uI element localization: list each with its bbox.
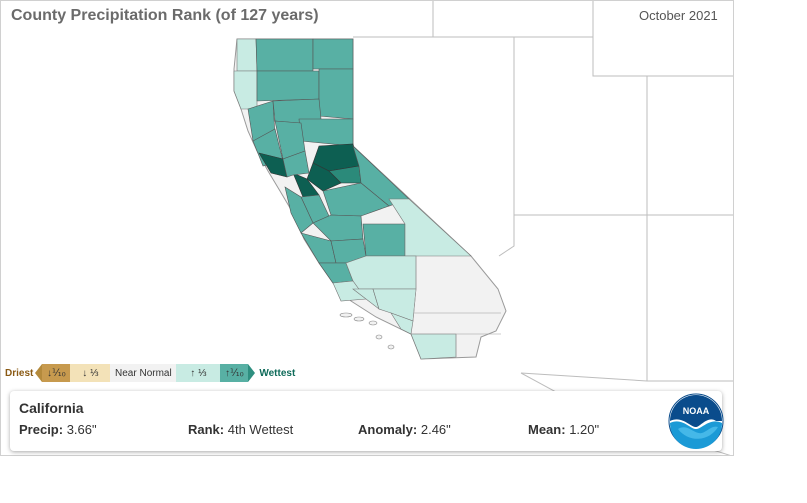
legend: Driest ↓⅒ ↓ ⅓ Near Normal ↑ ⅓ ↑⅒ Wettest xyxy=(5,363,295,383)
county-tuolumne[interactable] xyxy=(322,182,390,217)
noaa-logo-text: NOAA xyxy=(683,406,710,416)
period-label: October 2021 xyxy=(639,8,718,23)
anomaly-value: 2.46" xyxy=(420,422,451,437)
state-name: California xyxy=(19,400,84,416)
legend-above-third[interactable]: ↑ ⅓ xyxy=(176,364,221,382)
precip-label: Precip: xyxy=(19,422,64,437)
county-kern[interactable] xyxy=(345,255,417,290)
county-modoc[interactable] xyxy=(312,38,354,70)
anomaly-stat: Anomaly: 2.46" xyxy=(358,422,451,437)
legend-below-third[interactable]: ↓ ⅓ xyxy=(70,364,111,382)
southeast-county-lines xyxy=(411,256,501,357)
info-panel: California Precip: 3.66" Rank: 4th Wette… xyxy=(10,391,722,451)
legend-driest-label: Driest xyxy=(5,367,34,379)
legend-near-normal[interactable]: Near Normal xyxy=(110,364,177,382)
legend-driest-tenth[interactable]: ↓⅒ xyxy=(42,364,71,382)
county-del-norte[interactable] xyxy=(236,38,258,72)
anomaly-label: Anomaly: xyxy=(358,422,418,437)
county-bay-area[interactable] xyxy=(284,186,314,234)
channel-islands xyxy=(339,312,395,350)
county-merced-madera[interactable] xyxy=(312,214,364,242)
rank-label: Rank: xyxy=(188,422,225,437)
map-title: County Precipitation Rank (of 127 years) xyxy=(11,7,319,24)
county-inyo[interactable] xyxy=(388,198,472,257)
county-napa-lake[interactable] xyxy=(282,150,310,178)
county-placer[interactable] xyxy=(306,162,342,192)
legend-right-arrow-icon xyxy=(248,364,256,382)
map-frame[interactable]: County Precipitation Rank (of 127 years)… xyxy=(0,0,734,456)
legend-left-arrow-icon xyxy=(35,364,43,382)
noaa-logo-icon[interactable]: NOAA xyxy=(668,393,724,449)
county-humboldt[interactable] xyxy=(233,70,258,110)
county-tulare[interactable] xyxy=(362,223,406,257)
county-siskiyou[interactable] xyxy=(255,38,314,72)
rank-value: 4th Wettest xyxy=(227,422,294,437)
rank-stat: Rank: 4th Wettest xyxy=(188,422,293,437)
mean-value: 1.20" xyxy=(569,422,600,437)
mean-stat: Mean: 1.20" xyxy=(528,422,599,437)
legend-wettest-tenth[interactable]: ↑⅒ xyxy=(220,364,249,382)
county-shasta[interactable] xyxy=(256,70,320,102)
legend-wettest-label: Wettest xyxy=(259,367,296,379)
precip-value: 3.66" xyxy=(66,422,97,437)
county-lassen[interactable] xyxy=(318,68,354,120)
county-san-diego[interactable] xyxy=(410,333,457,360)
mean-label: Mean: xyxy=(528,422,566,437)
precip-stat: Precip: 3.66" xyxy=(19,422,97,437)
county-map[interactable] xyxy=(1,1,734,456)
